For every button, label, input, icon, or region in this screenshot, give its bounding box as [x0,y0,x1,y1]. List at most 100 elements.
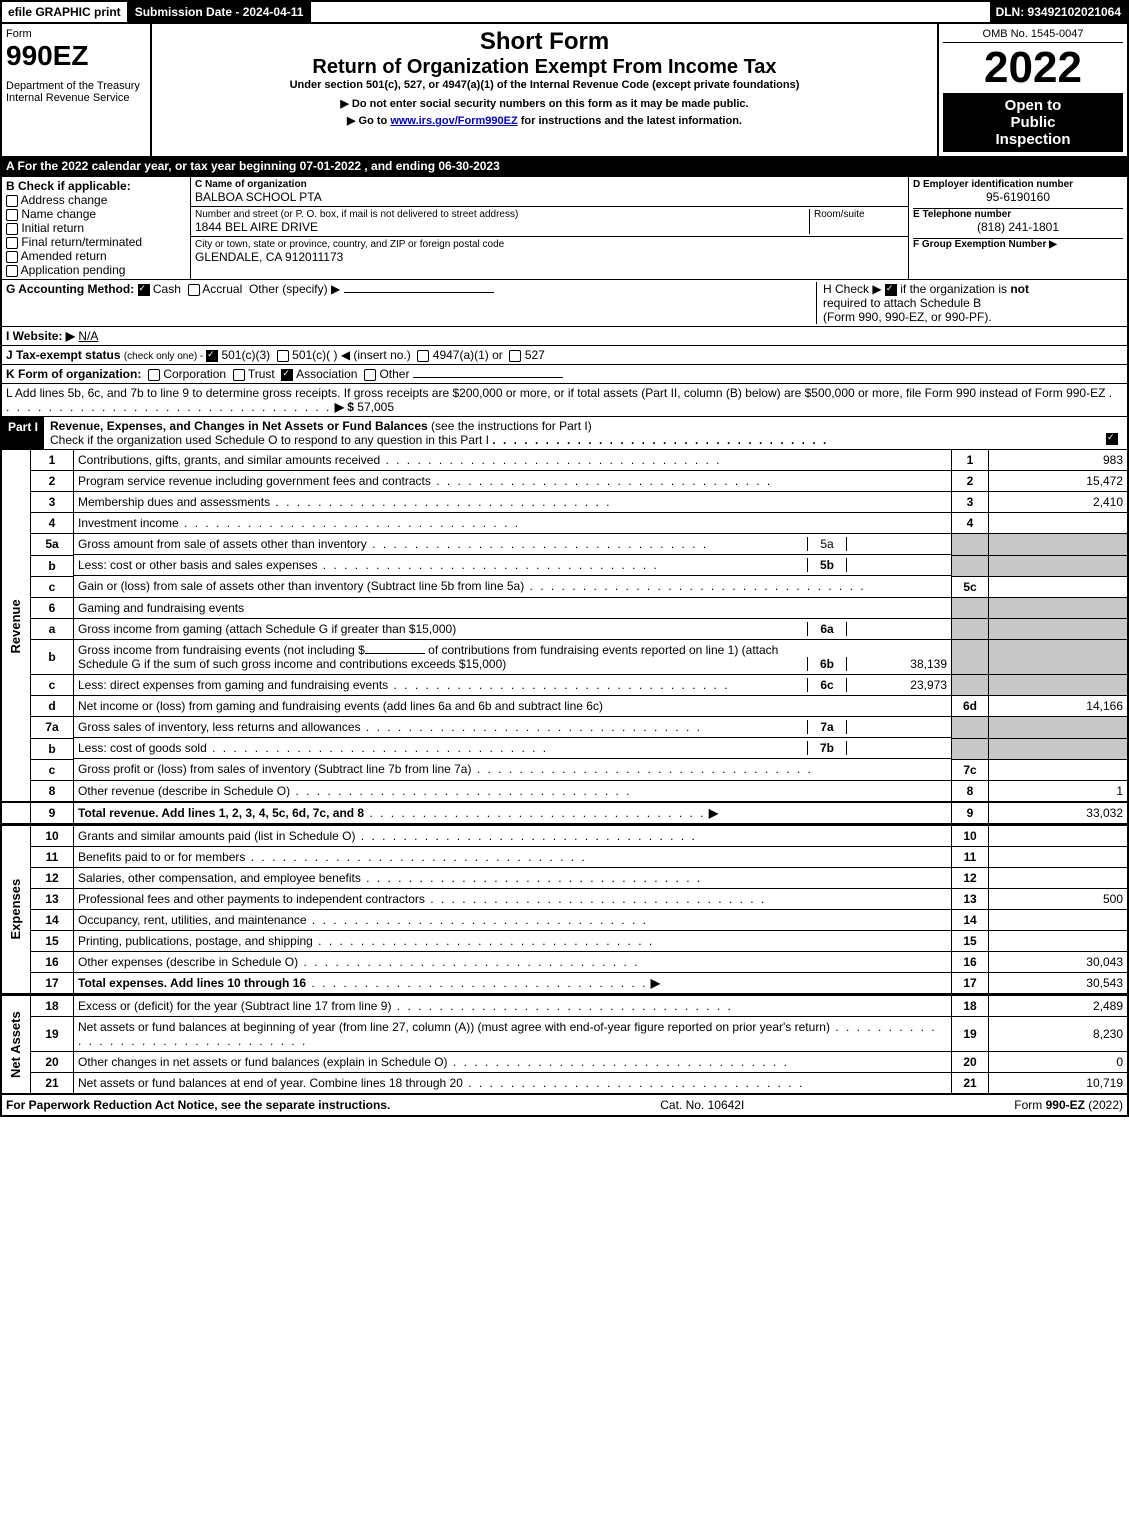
l6a-idx [952,618,989,640]
lbl-501c: 501(c)( ) ◀ (insert no.) [292,348,411,362]
l18-amt: 2,489 [989,995,1129,1017]
addr-value: 1844 BEL AIRE DRIVE [195,220,809,234]
l7c-amt [989,759,1129,780]
l13-idx: 13 [952,888,989,909]
chk-pending[interactable] [6,265,18,277]
l11-idx: 11 [952,846,989,867]
l6-idx [952,597,989,618]
section-bcdef: B Check if applicable: Address change Na… [0,177,1129,280]
chk-501c[interactable] [277,350,289,362]
form-number: 990EZ [6,40,146,72]
l7a-desc: Gross sales of inventory, less returns a… [78,720,361,734]
l7a-subamt [847,720,947,734]
other-method-input[interactable] [344,292,494,293]
chk-527[interactable] [509,350,521,362]
l7b-subamt [847,741,947,755]
l18-idx: 18 [952,995,989,1017]
l9-idx: 9 [952,802,989,824]
l16-num: 16 [31,951,74,972]
footer-right-post: (2022) [1085,1098,1123,1112]
footer: For Paperwork Reduction Act Notice, see … [0,1095,1129,1117]
website-value: N/A [78,329,98,343]
l6-amt [989,597,1129,618]
open-line3: Inspection [947,131,1119,148]
l6b-amt [989,640,1129,675]
chk-501c3[interactable] [206,350,218,362]
l6a-amt [989,618,1129,640]
h-line3: (Form 990, 990-EZ, or 990-PF). [823,310,992,324]
other-org-input[interactable] [413,377,563,378]
l7c-desc: Gross profit or (loss) from sales of inv… [78,762,471,776]
l6b-idx [952,640,989,675]
l6c-amt [989,675,1129,696]
l6c-sub: 6c [807,678,847,692]
efile-link[interactable]: efile GRAPHIC print [2,2,129,22]
chk-trust[interactable] [233,369,245,381]
open-to-public: Open to Public Inspection [943,93,1123,152]
l7b-sub: 7b [807,741,847,755]
box-b: B Check if applicable: Address change Na… [2,177,191,279]
city-label: City or town, state or province, country… [195,239,904,250]
j-note: (check only one) - [124,351,206,362]
row-j: J Tax-exempt status (check only one) - 5… [0,346,1129,365]
expenses-table: Expenses 10 Grants and similar amounts p… [0,824,1129,994]
irs-link[interactable]: www.irs.gov/Form990EZ [390,115,517,127]
l15-idx: 15 [952,930,989,951]
l7a-num: 7a [31,717,74,739]
org-name: BALBOA SCHOOL PTA [195,190,904,204]
chk-corp[interactable] [148,369,160,381]
revenue-table: Revenue 1 Contributions, gifts, grants, … [0,450,1129,824]
l7b-num: b [31,738,74,759]
goto-pre: ▶ Go to [347,115,390,127]
chk-address[interactable] [6,195,18,207]
l21-desc: Net assets or fund balances at end of ye… [78,1076,463,1090]
l1-amt: 983 [989,450,1129,471]
row-gh: G Accounting Method: Cash Accrual Other … [0,280,1129,327]
l17-arrow: ▶ [651,976,660,990]
chk-assoc[interactable] [281,369,293,381]
l6b-subamt: 38,139 [847,657,947,671]
lbl-initial: Initial return [21,221,84,235]
l14-idx: 14 [952,909,989,930]
l7a-idx [952,717,989,739]
l1-desc: Contributions, gifts, grants, and simila… [78,453,380,467]
part1-note: (see the instructions for Part I) [431,419,592,433]
l6b-blank[interactable] [365,653,425,654]
l5a-amt [989,534,1129,556]
chk-accrual[interactable] [188,284,200,296]
box-e-label: E Telephone number [913,209,1123,220]
l6-desc: Gaming and fundraising events [78,601,244,615]
chk-cash[interactable] [138,284,150,296]
lbl-final: Final return/terminated [21,235,142,249]
l7b-desc: Less: cost of goods sold [78,741,207,755]
l5b-amt [989,555,1129,576]
chk-4947[interactable] [417,350,429,362]
l5b-num: b [31,555,74,576]
submission-date: Submission Date - 2024-04-11 [129,2,312,22]
l10-amt [989,825,1129,847]
netassets-label: Net Assets [1,995,31,1094]
l8-num: 8 [31,780,74,802]
chk-h[interactable] [885,284,897,296]
chk-initial[interactable] [6,223,18,235]
lbl-527: 527 [525,348,545,362]
l20-desc: Other changes in net assets or fund bala… [78,1055,448,1069]
open-line2: Public [947,114,1119,131]
lbl-address: Address change [21,193,108,207]
l6c-desc: Less: direct expenses from gaming and fu… [78,678,388,692]
line-a: A For the 2022 calendar year, or tax yea… [0,156,1129,177]
chk-name[interactable] [6,209,18,221]
chk-schedule-o[interactable] [1106,433,1118,445]
h-not: not [1010,282,1029,296]
chk-amended[interactable] [6,251,18,263]
l10-idx: 10 [952,825,989,847]
box-f-label: F Group Exemption Number ▶ [913,239,1123,250]
chk-final[interactable] [6,237,18,249]
subtitle: Under section 501(c), 527, or 4947(a)(1)… [156,79,933,91]
chk-other-org[interactable] [364,369,376,381]
l5b-desc: Less: cost or other basis and sales expe… [78,558,317,572]
l15-desc: Printing, publications, postage, and shi… [78,934,313,948]
l5a-desc: Gross amount from sale of assets other t… [78,537,367,551]
l7a-sub: 7a [807,720,847,734]
l21-amt: 10,719 [989,1072,1129,1094]
